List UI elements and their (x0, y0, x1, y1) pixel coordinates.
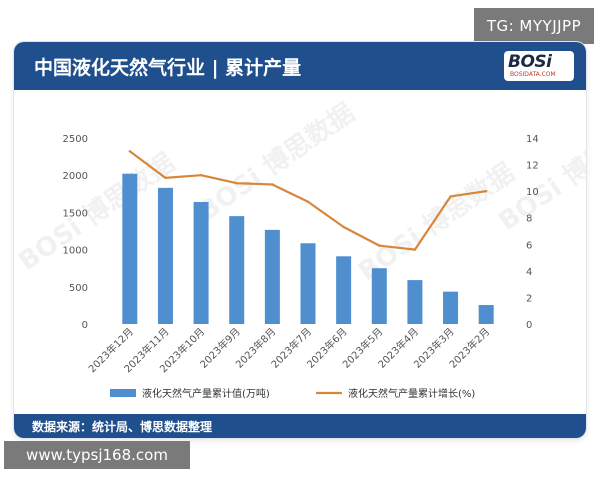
legend-line-label: 液化天然气产量累计增长(%) (348, 387, 475, 400)
left-tick-label: 1000 (63, 246, 88, 257)
bar-series (122, 173, 494, 324)
left-tick-label: 500 (69, 283, 88, 294)
chart-title: 中国液化天然气行业 | 累计产量 (34, 57, 302, 79)
bar (264, 229, 280, 324)
right-tick-label: 10 (526, 187, 539, 198)
right-tick-label: 2 (526, 293, 532, 304)
right-tick-label: 4 (526, 267, 532, 278)
left-tick-label: 0 (82, 320, 88, 331)
chart-card: 中国液化天然气行业 | 累计产量 BOSi BOSIDATA.COM BOSi … (14, 42, 586, 438)
line-point (342, 225, 345, 229)
bar (371, 268, 387, 324)
left-axis: 0 500 1000 1500 2000 2500 (63, 134, 88, 331)
growth-line (129, 150, 487, 251)
line-series (128, 150, 488, 251)
bar (478, 305, 494, 324)
line-point (199, 174, 203, 177)
watermark-tag-top: TG: MYYJJPP (474, 8, 594, 44)
line-point (484, 189, 488, 193)
chart-header: 中国液化天然气行业 | 累计产量 BOSi BOSIDATA.COM (14, 42, 586, 90)
line-point (306, 200, 310, 203)
line-point (235, 181, 238, 185)
bar (407, 280, 423, 324)
bar (300, 243, 316, 324)
right-tick-label: 6 (526, 240, 532, 251)
data-source-text: 数据来源：统计局、博思数据整理 (32, 420, 213, 434)
line-point (413, 248, 417, 251)
legend-bar-label: 液化天然气产量累计值(万吨) (142, 387, 270, 400)
bar (157, 187, 173, 324)
logo-subtext: BOSIDATA.COM (510, 71, 556, 78)
line-point (128, 150, 132, 153)
right-axis: 0 2 4 6 8 10 12 14 (526, 134, 539, 331)
source-footer: 数据来源：统计局、博思数据整理 (14, 414, 586, 438)
line-point (449, 195, 452, 198)
left-tick-label: 2000 (63, 171, 88, 182)
legend: 液化天然气产量累计值(万吨) 液化天然气产量累计增长(%) (110, 387, 475, 400)
right-tick-label: 14 (526, 134, 539, 145)
x-axis-labels: 2023年12月2023年11月2023年10月2023年9月2023年8月20… (86, 325, 493, 375)
bar (193, 201, 209, 324)
legend-bar-swatch (110, 389, 136, 397)
right-tick-label: 0 (526, 320, 532, 331)
bar (443, 291, 459, 324)
watermark-tag-bottom: www.typsj168.com (4, 441, 190, 469)
logo-text: BOSi (508, 52, 552, 72)
right-tick-label: 12 (526, 161, 539, 172)
left-tick-label: 1500 (63, 208, 88, 219)
line-point (164, 176, 167, 180)
bar (229, 216, 245, 324)
bar (336, 256, 352, 324)
right-tick-label: 8 (526, 214, 532, 225)
combo-chart: 0 500 1000 1500 2000 2500 0 2 4 6 8 10 12 14 2023年12… (63, 134, 539, 400)
bar (122, 173, 138, 324)
line-point (378, 244, 381, 247)
left-tick-label: 2500 (63, 134, 88, 145)
bosi-logo: BOSi BOSIDATA.COM (504, 51, 574, 81)
line-point (271, 183, 274, 186)
